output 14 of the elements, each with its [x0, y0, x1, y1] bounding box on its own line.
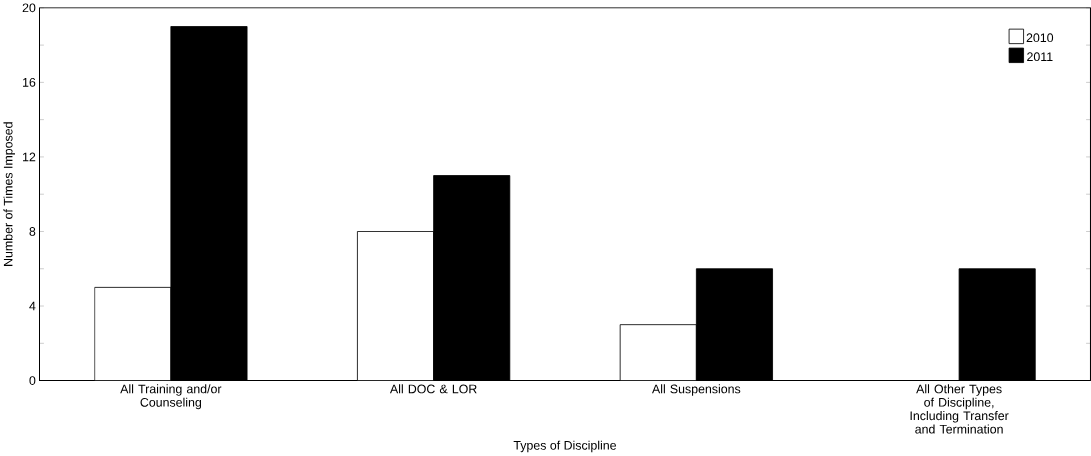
y-tick-label: 8 [29, 227, 36, 237]
x-axis-title: Types of Discipline [513, 440, 617, 453]
x-tick-label: All Training and/or Counseling [120, 384, 222, 410]
legend-label: 2011 [1027, 52, 1053, 62]
y-tick-label: 12 [23, 152, 36, 162]
y-tick-label: 16 [23, 78, 36, 87]
x-tick-label: All Suspensions [651, 384, 741, 396]
y-tick-label: 4 [29, 301, 36, 311]
x-tick-label: All Other Types of Discipline, Including Transfer and Termination [910, 384, 1009, 434]
y-tick-label: 20 [22, 3, 36, 13]
x-tick-label: All DOC & LOR [389, 384, 477, 394]
y-axis-title: Number of Times Imposed [3, 122, 15, 267]
y-tick-label: 0 [29, 376, 36, 386]
legend-label: 2010 [1026, 33, 1054, 43]
